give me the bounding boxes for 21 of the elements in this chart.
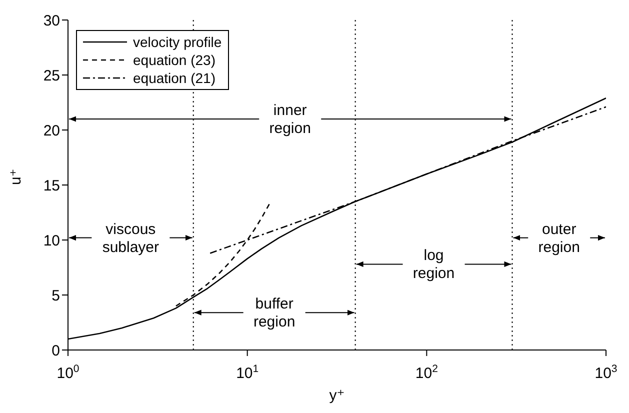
- x-tick-label: 10$^{2}$: [415, 363, 438, 382]
- x-tick-label: 10$^{0}$: [56, 363, 80, 382]
- legend-label: velocity profile: [133, 33, 222, 51]
- legend-label: equation (23): [133, 51, 216, 69]
- y-tick-label: 25: [43, 67, 60, 84]
- legend-label: equation (21): [133, 69, 216, 87]
- annotation: log region: [412, 247, 455, 282]
- annotation: inner region: [269, 102, 311, 137]
- y-tick-label: 30: [43, 12, 60, 30]
- y-tick-label: 5: [52, 287, 60, 304]
- x-tick-label: 10$^{3}$: [594, 363, 618, 382]
- annotation: viscous sublayer: [102, 220, 160, 256]
- annotation: outer region: [538, 220, 580, 256]
- y-tick-label: 15: [43, 177, 60, 194]
- x-tick-label: 10$^{1}$: [236, 363, 259, 382]
- y-axis-title: u⁺: [7, 168, 24, 185]
- annotation: buffer region: [253, 296, 296, 331]
- y-tick-label: 10: [43, 232, 60, 250]
- x-axis-title: y⁺: [329, 387, 345, 404]
- y-tick-label: 0: [52, 342, 60, 360]
- y-tick-label: 20: [43, 122, 60, 140]
